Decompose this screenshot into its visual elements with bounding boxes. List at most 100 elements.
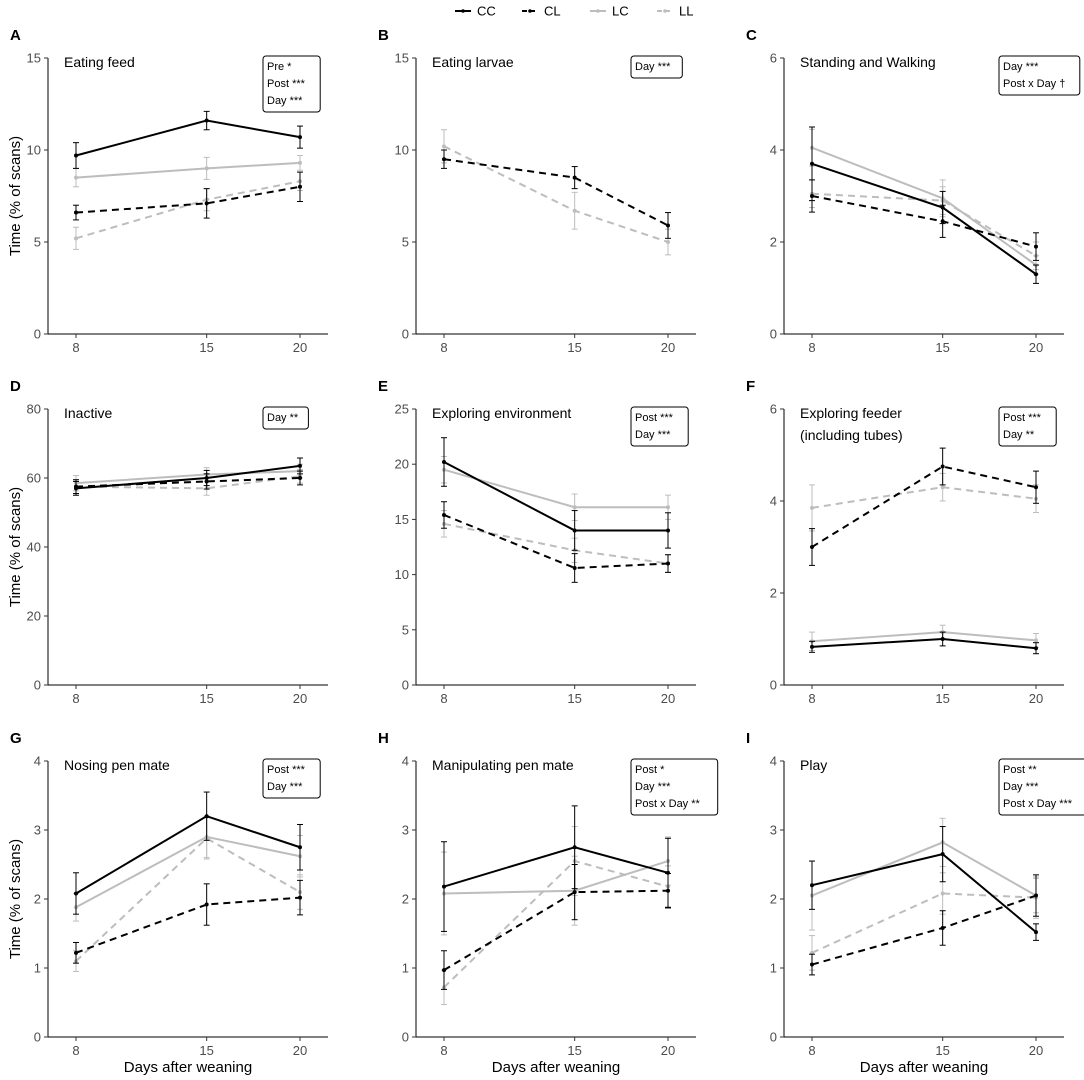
legend-point <box>461 9 465 13</box>
data-point <box>204 479 209 484</box>
x-tick-label: 8 <box>72 340 79 355</box>
stats-line: Day *** <box>1003 61 1039 73</box>
panel-letter: H <box>378 730 389 747</box>
stats-line: Post *** <box>267 78 306 90</box>
y-tick-label: 15 <box>395 512 409 527</box>
data-point <box>810 194 814 198</box>
data-point <box>1034 244 1038 249</box>
stats-box: Pre * Post *** Day *** <box>262 55 321 113</box>
y-tick-label: 40 <box>27 540 41 555</box>
stats-box: Post *** Day *** <box>630 406 689 447</box>
x-tick-label: 20 <box>1029 1043 1043 1058</box>
data-point <box>74 891 78 896</box>
x-tick-label: 15 <box>567 340 581 355</box>
x-tick-label: 15 <box>199 340 213 355</box>
y-tick-label: 1 <box>34 961 41 976</box>
data-point <box>74 484 78 489</box>
y-tick-label: 0 <box>770 327 777 342</box>
panel-f: F 0 2 4 6 8 15 20 Exploring feeder (including tub… <box>746 378 1064 706</box>
y-tick-label: 2 <box>34 892 41 907</box>
data-point <box>74 236 78 241</box>
stats-line: Day *** <box>635 781 671 793</box>
x-tick-label: 20 <box>293 691 307 706</box>
y-tick-label: 0 <box>402 327 409 342</box>
x-tick-label: 20 <box>1029 691 1043 706</box>
data-point <box>940 464 945 469</box>
data-point <box>1034 893 1038 898</box>
y-tick-label: 20 <box>27 609 41 624</box>
x-axis-title: Days after weaning <box>124 1059 252 1076</box>
data-point <box>572 890 577 895</box>
panel-letter: D <box>10 378 21 395</box>
x-tick-label: 15 <box>935 340 949 355</box>
x-tick-label: 8 <box>808 1043 815 1058</box>
series-line <box>75 464 301 490</box>
y-tick-label: 15 <box>27 51 41 66</box>
stats-line: Post *** <box>267 764 306 776</box>
series-line <box>811 486 1037 509</box>
y-axis-title: Time (% of scans) <box>7 839 24 959</box>
series-ll <box>809 872 1039 971</box>
data-point <box>74 210 78 215</box>
x-tick-label: 15 <box>935 1043 949 1058</box>
stats-line: Day *** <box>635 61 671 73</box>
y-tick-label: 2 <box>770 892 777 907</box>
series-line <box>811 465 1037 548</box>
data-point <box>1034 646 1038 651</box>
y-tick-label: 1 <box>402 961 409 976</box>
panel-i: I 0 1 2 3 4 8 15 20 Play Post ** Day *** Post x Day … <box>746 730 1084 1076</box>
series-line <box>75 119 301 157</box>
series-ll <box>73 817 303 972</box>
data-point <box>204 166 209 171</box>
y-tick-label: 25 <box>395 402 409 417</box>
series-line <box>75 477 301 488</box>
stats-line: Post * <box>635 764 665 776</box>
data-point <box>572 528 577 533</box>
data-point <box>204 902 209 907</box>
series-line <box>811 841 1037 897</box>
legend-label: CC <box>477 4 496 19</box>
y-tick-label: 0 <box>34 1030 41 1045</box>
data-point <box>298 895 302 900</box>
series-cc <box>441 805 671 932</box>
series-line <box>811 192 1037 257</box>
data-point <box>940 925 945 930</box>
legend-label: LC <box>612 4 629 19</box>
stats-line: Post *** <box>1003 412 1042 424</box>
series-line <box>811 892 1037 954</box>
panel-h: H 0 1 2 3 4 8 15 20 Manipulating pen mate Post * Da… <box>378 730 719 1076</box>
y-tick-label: 2 <box>402 892 409 907</box>
series-line <box>75 835 301 909</box>
series-cl <box>73 470 303 495</box>
x-tick-label: 15 <box>567 691 581 706</box>
y-tick-label: 10 <box>27 143 41 158</box>
stats-box-border <box>998 55 1081 96</box>
data-point <box>572 208 577 213</box>
data-point <box>940 852 945 857</box>
x-tick-label: 20 <box>661 1043 675 1058</box>
data-point <box>74 950 78 955</box>
y-tick-label: 4 <box>402 754 409 769</box>
y-tick-label: 0 <box>402 1030 409 1045</box>
legend: CC CL LC LL <box>455 4 693 19</box>
data-point <box>940 219 945 224</box>
x-tick-label: 20 <box>1029 340 1043 355</box>
data-point <box>204 118 209 123</box>
data-point <box>666 888 670 893</box>
series-line <box>75 180 301 240</box>
legend-label: LL <box>679 4 693 19</box>
series-line <box>811 195 1037 248</box>
series-line <box>75 161 301 179</box>
stats-box: Post *** Day *** <box>262 758 321 799</box>
data-point <box>442 884 446 889</box>
series-line <box>443 158 669 227</box>
data-point <box>1034 930 1038 935</box>
data-point <box>298 845 302 850</box>
series-ll <box>441 129 671 256</box>
x-tick-label: 15 <box>199 1043 213 1058</box>
panel-letter: F <box>746 378 755 395</box>
stats-line: Day ** <box>267 412 299 424</box>
series-cl <box>441 864 671 990</box>
data-point <box>810 545 814 549</box>
stats-line: Day ** <box>1003 429 1035 441</box>
